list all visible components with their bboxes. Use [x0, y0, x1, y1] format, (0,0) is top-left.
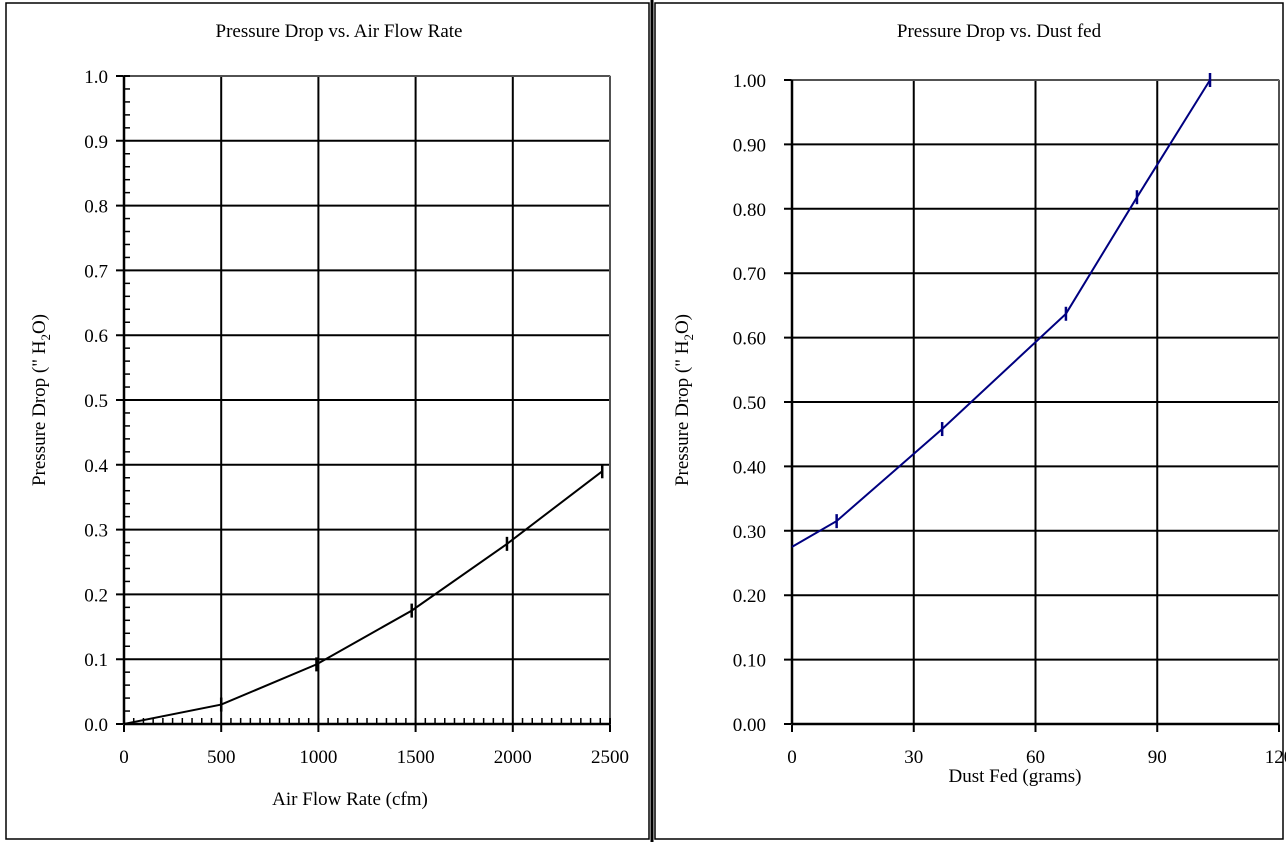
y-tick-label: 0.7: [84, 261, 108, 282]
chart2-title: Pressure Drop vs. Dust fed: [897, 21, 1102, 42]
y-tick-label: 0.70: [733, 264, 766, 285]
y-tick-label: 0.40: [733, 457, 766, 478]
y-tick-label: 0.8: [84, 197, 108, 218]
chart1-title: Pressure Drop vs. Air Flow Rate: [216, 21, 463, 42]
y-tick-label: 1.00: [733, 71, 766, 92]
y-tick-label: 0.10: [733, 651, 766, 672]
chart1-y-label-tail: O): [29, 314, 50, 334]
y-tick-label: 0.50: [733, 393, 766, 414]
chart1-y-label-sub: 2: [38, 334, 53, 341]
x-tick-label: 1000: [299, 747, 337, 768]
y-tick-label: 0.00: [733, 715, 766, 736]
y-tick-label: 0.80: [733, 200, 766, 221]
y-tick-label: 0.9: [84, 132, 108, 153]
y-tick-label: 0.6: [84, 326, 108, 347]
chart2-y-axis-label: Pressure Drop (" H2O): [672, 314, 696, 486]
chart2-y-label-main: Pressure Drop (" H: [672, 340, 693, 486]
chart2-y-label-tail: O): [672, 314, 693, 334]
left-panel-frame: [5, 2, 650, 840]
x-tick-label: 2500: [591, 747, 629, 768]
y-tick-label: 0.90: [733, 135, 766, 156]
y-tick-label: 0.0: [84, 715, 108, 736]
y-tick-label: 0.5: [84, 391, 108, 412]
y-tick-label: 0.4: [84, 456, 108, 477]
x-tick-label: 1500: [397, 747, 435, 768]
x-tick-label: 120: [1265, 747, 1286, 768]
chart2-series: [791, 73, 1212, 548]
x-tick-label: 0: [119, 747, 129, 768]
chart-pressure-vs-airflow: Pressure Drop vs. Air Flow Rate 0.00.10.…: [29, 21, 629, 810]
x-tick-label: 0: [787, 747, 797, 768]
series-line: [123, 470, 603, 725]
x-tick-label: 2000: [494, 747, 532, 768]
y-tick-label: 0.60: [733, 329, 766, 350]
x-tick-label: 90: [1148, 747, 1167, 768]
y-tick-label: 1.0: [84, 67, 108, 88]
y-tick-label: 0.1: [84, 650, 108, 671]
y-tick-label: 0.30: [733, 522, 766, 543]
chart1-y-label-main: Pressure Drop (" H: [29, 340, 50, 486]
y-tick-label: 0.2: [84, 585, 108, 606]
x-tick-label: 30: [904, 747, 923, 768]
chart1-x-tick-labels: 0 500 1000 1500 2000 2500: [119, 747, 629, 768]
chart1-y-tick-labels: 0.0 0.1 0.2 0.3 0.4 0.5 0.6 0.7 0.8 0.9 1.0: [84, 67, 108, 736]
chart1-y-axis-label: Pressure Drop (" H2O): [29, 314, 53, 486]
y-tick-label: 0.20: [733, 586, 766, 607]
x-tick-label: 500: [207, 747, 236, 768]
y-tick-label: 0.3: [84, 521, 108, 542]
right-panel-frame: [654, 2, 1284, 840]
chart1-x-axis-label: Air Flow Rate (cfm): [272, 789, 428, 810]
chart2-x-tick-labels: 0 30 60 90 120: [787, 747, 1286, 768]
chart2-x-axis-label: Dust Fed (grams): [949, 766, 1082, 787]
chart2-y-label-sub: 2: [681, 334, 696, 341]
chart2-y-tick-labels: 0.00 0.10 0.20 0.30 0.40 0.50 0.60 0.70 0.80 0.90…: [733, 71, 766, 736]
x-tick-label: 60: [1026, 747, 1045, 768]
chart-pressure-vs-dust-fed: Pressure Drop vs. Dust fed 0.000.100.200…: [672, 21, 1286, 787]
series-line: [791, 79, 1211, 548]
chart1-series: [123, 464, 604, 725]
